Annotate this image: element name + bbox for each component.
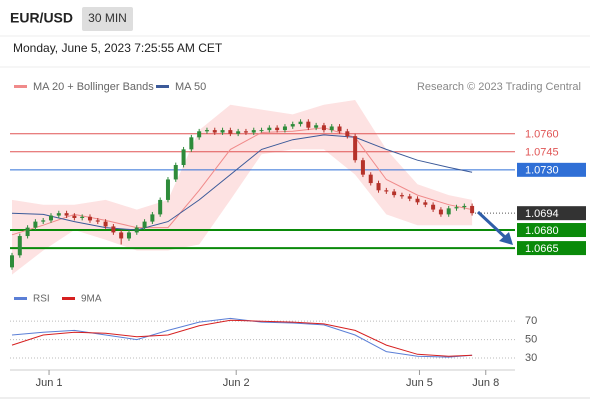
candle-body (87, 216, 92, 221)
candle-body (282, 126, 287, 131)
forecast-arrowhead (499, 232, 513, 245)
candle-body (165, 179, 170, 200)
candle-body (438, 209, 443, 215)
level-label: 1.0665 (525, 243, 559, 255)
level-label: 1.0730 (525, 165, 559, 177)
candle-body (290, 124, 295, 127)
level-label: 1.0745 (525, 147, 559, 159)
x-tick-label: Jun 2 (223, 377, 250, 389)
candle-body (10, 255, 14, 268)
forecast-arrow (476, 210, 509, 241)
candle-body (368, 174, 373, 184)
candle-body (158, 199, 163, 215)
candle-body (329, 126, 334, 131)
candle-body (360, 160, 365, 175)
candle-body (95, 220, 100, 222)
level-label: 1.0694 (525, 208, 559, 220)
candle-body (454, 207, 459, 209)
candle-body (142, 221, 147, 228)
candle-body (431, 204, 436, 210)
timestamp: Monday, June 5, 2023 7:25:55 AM CET (13, 41, 223, 55)
candle-body (392, 191, 397, 196)
candle-body (56, 213, 61, 216)
level-label: 1.0760 (525, 129, 559, 141)
level-label: 1.0680 (525, 225, 559, 237)
candle-body (462, 205, 467, 208)
price-panel: MA 20 + Bollinger Bands MA 50 Research © 2… (10, 81, 586, 275)
legend-swatch (14, 297, 27, 300)
candle-body (298, 121, 303, 125)
candle-body (17, 236, 22, 256)
candle-body (25, 227, 30, 237)
candle-body (212, 130, 217, 133)
level-label-box (517, 206, 586, 221)
candle-body (64, 213, 69, 216)
candle-body (150, 214, 155, 222)
candle-body (236, 131, 241, 134)
candle-body (267, 127, 272, 131)
candle-body (314, 125, 319, 128)
candle-body (259, 130, 264, 132)
source: Research © 2023 Trading Central (417, 81, 581, 93)
candle-body (376, 183, 381, 191)
rsi-line (11, 319, 473, 357)
candle-body (446, 208, 451, 215)
candle-body (415, 198, 420, 203)
legend-swatch (156, 85, 169, 88)
candle-body (33, 221, 38, 228)
level-label-box (517, 162, 586, 177)
legend-label: 9MA (81, 294, 102, 305)
candle-body (80, 216, 85, 218)
candle-body (345, 131, 350, 137)
candle-body (243, 131, 248, 133)
candle-body (228, 130, 233, 134)
candle-body (407, 196, 412, 199)
level-label-box (517, 241, 586, 256)
candle-body (384, 190, 389, 192)
candle-body (423, 202, 428, 205)
y-tick-label: 70 (525, 315, 537, 327)
x-tick-label: Jun 1 (36, 377, 63, 389)
ma-line (11, 134, 473, 231)
x-tick-label: Jun 5 (406, 377, 433, 389)
candle-body (197, 131, 202, 138)
candle-body (275, 127, 280, 131)
candle-body (306, 121, 311, 128)
candle-body (220, 130, 225, 133)
timeframe-button[interactable] (82, 7, 133, 31)
legend-label: MA 50 (175, 81, 206, 93)
rsi-line (11, 317, 473, 358)
legend-label: RSI (33, 294, 50, 305)
candle-body (251, 130, 256, 133)
legend-swatch (62, 297, 75, 300)
y-tick-label: 50 (525, 334, 537, 346)
candle-body (321, 125, 326, 131)
candle-body (111, 226, 116, 233)
candle-body (134, 227, 139, 233)
candle-body (126, 232, 131, 239)
x-tick-label: Jun 8 (472, 377, 499, 389)
level-label-box (517, 223, 586, 238)
candle-body (181, 149, 186, 166)
candle-body (48, 215, 53, 221)
candle-body (399, 195, 404, 197)
candle-body (173, 165, 178, 180)
symbol: EUR/USD (10, 10, 73, 26)
candle-body (189, 137, 194, 150)
candle-body (103, 221, 108, 227)
candle-body (41, 220, 46, 222)
candle-body (337, 126, 342, 132)
y-tick-label: 30 (525, 352, 537, 364)
rsi-panel: RSI 9MA 70 50 30 Jun 1 Jun 2 Jun 5 Jun 8 (10, 294, 537, 389)
legend-label: MA 20 + Bollinger Bands (33, 81, 154, 93)
candle-body (204, 130, 209, 132)
legend-swatch (14, 85, 27, 88)
candle-body (119, 232, 124, 239)
candle-body (353, 136, 358, 161)
candle-body (72, 215, 77, 218)
timeframe[interactable]: 30 MIN (88, 11, 127, 25)
candle-body (470, 205, 475, 214)
